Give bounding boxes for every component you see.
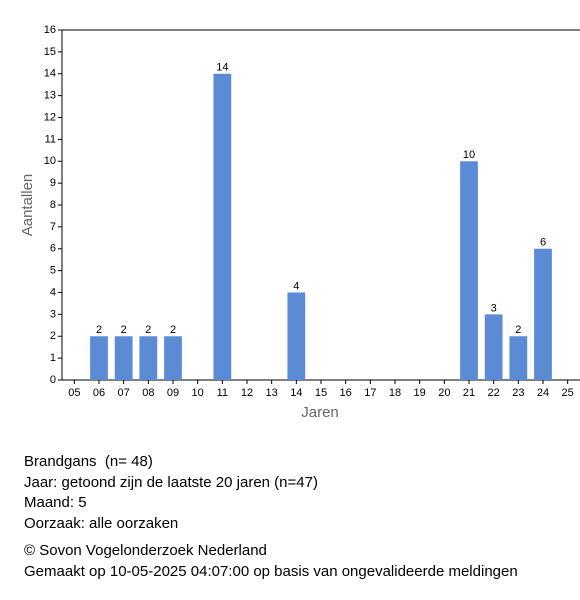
- y-tick-label: 4: [50, 286, 56, 298]
- x-tick-label: 25: [562, 387, 574, 399]
- y-tick-label: 12: [44, 111, 56, 123]
- info-line: Brandgans (n= 48): [24, 453, 153, 470]
- chart: Jaren Aantallen 012345678910111213141516…: [19, 24, 580, 421]
- y-tick-label: 16: [44, 24, 56, 36]
- bar: [164, 336, 182, 380]
- y-tick-label: 0: [50, 374, 56, 386]
- info-line: © Sovon Vogelonderzoek Nederland: [24, 542, 267, 559]
- value-label: 2: [96, 324, 102, 336]
- info-line: Maand: 5: [24, 494, 87, 511]
- value-label: 3: [491, 302, 497, 314]
- x-tick-label: 16: [340, 387, 352, 399]
- x-tick-label: 22: [488, 387, 500, 399]
- x-tick-label: 11: [217, 387, 228, 399]
- x-tick-label: 19: [414, 387, 426, 399]
- bar: [139, 336, 158, 380]
- value-label: 10: [463, 149, 475, 161]
- info-block: Brandgans (n= 48) Jaar: getoond zijn de l…: [24, 452, 318, 534]
- x-axis-label: Jaren: [301, 404, 339, 421]
- x-tick-label: 09: [167, 387, 179, 399]
- y-tick-label: 1: [50, 352, 56, 364]
- y-tick-label: 13: [44, 90, 56, 102]
- y-tick-label: 3: [50, 308, 56, 320]
- y-tick-label: 14: [44, 68, 56, 80]
- y-tick-label: 8: [50, 199, 56, 211]
- y-tick-label: 9: [50, 177, 56, 189]
- value-label: 2: [145, 324, 151, 336]
- x-tick-label: 13: [266, 387, 278, 399]
- bar: [460, 161, 478, 380]
- bar: [213, 73, 232, 380]
- value-label: 2: [515, 324, 521, 336]
- x-tick-label: 10: [192, 387, 204, 399]
- y-axis-label: Aantallen: [19, 174, 36, 237]
- y-tick-label: 5: [50, 265, 56, 277]
- bar: [114, 336, 133, 380]
- value-label: 2: [121, 324, 127, 336]
- x-tick-label: 18: [389, 387, 401, 399]
- value-label: 14: [216, 62, 228, 74]
- x-tick-label: 17: [364, 387, 376, 399]
- x-tick-label: 23: [512, 387, 524, 399]
- bar: [534, 248, 552, 380]
- x-tick-label: 08: [142, 387, 154, 399]
- bar: [484, 314, 503, 380]
- x-tick-label: 06: [93, 387, 105, 399]
- x-tick-label: 07: [118, 387, 130, 399]
- x-tick-label: 20: [438, 387, 450, 399]
- value-label: 2: [170, 324, 176, 336]
- info-line: Oorzaak: alle oorzaken: [24, 514, 179, 532]
- x-tick-label: 12: [241, 387, 253, 399]
- y-tick-label: 7: [50, 221, 56, 233]
- footer-block: © Sovon Vogelonderzoek Nederland Gemaakt …: [24, 541, 518, 582]
- bar: [90, 336, 108, 380]
- x-tick-label: 15: [315, 387, 327, 399]
- x-tick-label: 05: [68, 387, 80, 399]
- y-tick-label: 2: [50, 330, 56, 342]
- y-tick-label: 15: [44, 46, 56, 58]
- y-tick-label: 10: [44, 155, 56, 167]
- x-tick-label: 21: [463, 387, 475, 399]
- y-tick-label: 11: [45, 133, 56, 145]
- x-tick-label: 24: [537, 387, 549, 399]
- y-tick-label: 6: [50, 243, 56, 255]
- x-tick-label: 14: [290, 387, 302, 399]
- info-line: Jaar: getoond zijn de laatste 20 jaren (…: [24, 473, 318, 491]
- bar: [287, 292, 306, 380]
- value-label: 4: [293, 280, 299, 292]
- bar: [509, 336, 528, 380]
- value-label: 6: [540, 237, 546, 249]
- info-line: Gemaakt op 10-05-2025 04:07:00 op basis …: [24, 562, 518, 580]
